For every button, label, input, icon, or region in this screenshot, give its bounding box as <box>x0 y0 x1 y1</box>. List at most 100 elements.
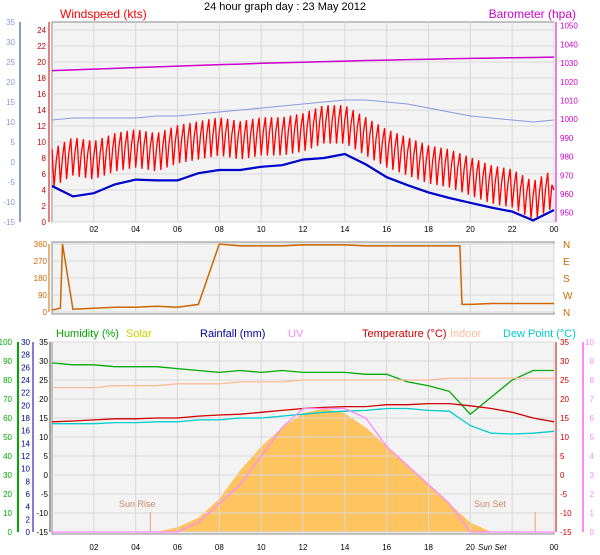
temperature-x-tick-label: 00 <box>550 543 559 552</box>
humidity-tick-label: 10 <box>3 509 12 518</box>
uv-tick-label: 4 <box>590 452 595 461</box>
outer-tick-label: 30 <box>6 38 15 47</box>
outer-tick-label: -10 <box>3 198 15 207</box>
humidity-tick-label: 90 <box>3 357 12 366</box>
wind-tick-label: 8 <box>42 154 47 163</box>
temperature-x-tick-label: 02 <box>89 543 98 552</box>
barometer-tick-label: 1010 <box>560 97 578 106</box>
uv-tick-label: 6 <box>590 414 595 423</box>
wind-tick-label: 22 <box>37 42 46 51</box>
rainfall-tick-label: 28 <box>21 351 30 360</box>
barometer-tick-label: 1020 <box>560 78 578 87</box>
temperature-series <box>51 362 555 533</box>
rainfall-tick-label: 30 <box>21 338 30 347</box>
barometer-series-line <box>51 56 555 72</box>
uv-tick-label: 0 <box>590 528 595 537</box>
solar-label: Solar <box>126 328 152 340</box>
temp-left-tick-label: 5 <box>44 452 49 461</box>
rainfall-tick-label: 12 <box>21 452 30 461</box>
uv-tick-label: 7 <box>590 395 595 404</box>
rainfall-tick-label: 6 <box>26 490 31 499</box>
wind-x-tick-label: 04 <box>131 225 140 234</box>
temperature-x-tick-label: 06 <box>173 543 182 552</box>
temperature-x-tick-label: 08 <box>215 543 224 552</box>
temp-left-tick-label: -15 <box>36 528 48 537</box>
wind-tick-label: 16 <box>37 90 46 99</box>
wind-tick-label: 10 <box>37 138 46 147</box>
wind-tick-label: 4 <box>42 186 47 195</box>
rainfall-tick-label: 24 <box>21 376 30 385</box>
outer-tick-label: 15 <box>6 98 15 107</box>
rainfall-tick-label: 22 <box>21 389 30 398</box>
wind-x-tick-label: 02 <box>89 225 98 234</box>
temp-left-tick-label: -5 <box>41 490 49 499</box>
humidity-tick-label: 70 <box>3 395 12 404</box>
wind-tick-label: 14 <box>37 106 46 115</box>
temp-left-tick-label: 35 <box>39 338 48 347</box>
uv-tick-label: 3 <box>590 471 595 480</box>
rainfall-tick-label: 0 <box>26 528 31 537</box>
sun-set-label: Sun Set <box>474 499 507 509</box>
wind-tick-label: 18 <box>37 74 46 83</box>
temp-left-tick-label: -10 <box>36 509 48 518</box>
rainfall-tick-label: 18 <box>21 414 30 423</box>
direction-tick-label: 90 <box>38 291 47 300</box>
temp-left-tick-label: 20 <box>39 395 48 404</box>
barometer-tick-label: 1040 <box>560 40 578 49</box>
uv-series-line <box>52 407 554 533</box>
wind-x-tick-label: 00 <box>550 225 559 234</box>
uv-tick-label: 2 <box>590 490 595 499</box>
temp-right-tick-label: -15 <box>560 528 572 537</box>
temperature-x-tick-label: 20 <box>466 543 475 552</box>
temperature-x-tick-label: 16 <box>382 543 391 552</box>
temperature-x-tick-label: 10 <box>257 543 266 552</box>
direction-tick-label: 0 <box>43 308 48 317</box>
direction-series <box>51 243 554 311</box>
uv-tick-label: 10 <box>585 338 594 347</box>
temp-right-tick-label: -5 <box>560 490 568 499</box>
sun-set-axis-label: Sun Set <box>478 543 507 552</box>
humidity-tick-label: 80 <box>3 376 12 385</box>
temp-left-tick-label: 30 <box>39 357 48 366</box>
rainfall-tick-label: 14 <box>21 439 30 448</box>
temperature-x-tick-label: 14 <box>340 543 349 552</box>
outer-tick-label: 0 <box>11 158 16 167</box>
direction-tick-label: 270 <box>34 257 48 266</box>
wind-x-tick-label: 22 <box>508 225 517 234</box>
wind-x-tick-label: 14 <box>340 225 349 234</box>
uv-tick-label: 5 <box>590 433 595 442</box>
wind-tick-label: 0 <box>42 218 47 227</box>
uv-tick-label: 8 <box>590 376 595 385</box>
temp-left-tick-label: 15 <box>39 414 48 423</box>
humidity-temperature-panel: 0102030405060708090100024681012141618202… <box>0 328 595 552</box>
temp-left-tick-label: 25 <box>39 376 48 385</box>
humidity-tick-label: 50 <box>3 433 12 442</box>
compass-label: S <box>563 274 570 285</box>
uv-tick-label: 9 <box>590 357 595 366</box>
rainfall-tick-label: 4 <box>26 503 31 512</box>
temp-right-tick-label: -10 <box>560 509 572 518</box>
temperature-x-tick-label: 12 <box>299 543 308 552</box>
barometer-tick-label: 1000 <box>560 115 578 124</box>
uv-tick-label: 1 <box>590 509 595 518</box>
direction-grid <box>52 243 555 313</box>
rainfall-tick-label: 26 <box>21 363 30 372</box>
temp-right-tick-label: 0 <box>560 471 565 480</box>
page-title: 24 hour graph day : 23 May 2012 <box>204 1 366 13</box>
wind-tick-label: 6 <box>42 170 47 179</box>
indoor-label: Indoor <box>450 328 482 340</box>
windavg-series-line <box>51 152 555 222</box>
wind-x-tick-label: 12 <box>299 225 308 234</box>
temp-right-tick-label: 25 <box>560 376 569 385</box>
temp-right-tick-label: 10 <box>560 433 569 442</box>
wind-direction-panel: 0 N 90 W 180 S 270 E 360 N <box>34 240 573 319</box>
temperature-x-tick-label: 18 <box>424 543 433 552</box>
windspeed-series-line <box>51 105 555 219</box>
wind-tick-label: 2 <box>42 202 47 211</box>
outer-tick-label: 20 <box>6 78 15 87</box>
direction-tick-label: 180 <box>34 274 48 283</box>
dewpoint-series-line <box>52 407 555 435</box>
rainfall-tick-label: 10 <box>21 465 30 474</box>
